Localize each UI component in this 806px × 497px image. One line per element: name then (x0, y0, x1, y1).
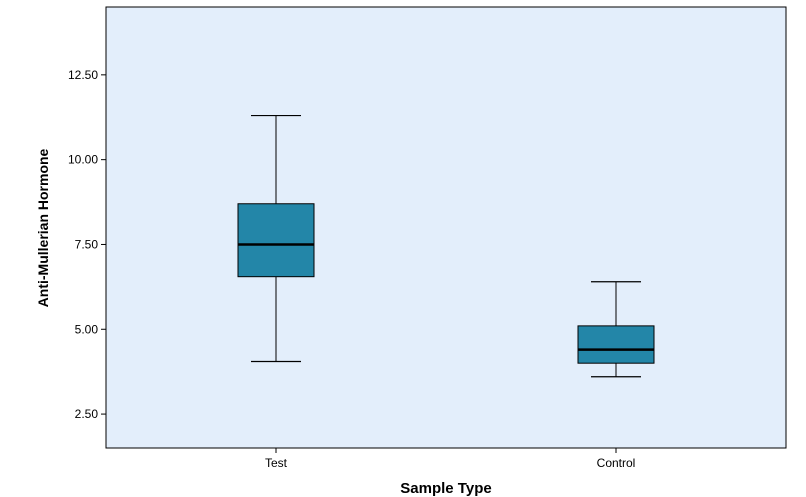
plot-area (105, 6, 787, 449)
y-tick-label: 12.50 (68, 68, 98, 82)
iqr-box (577, 325, 655, 364)
x-axis-title: Sample Type (400, 480, 491, 497)
iqr-box (237, 203, 315, 278)
box-test (237, 114, 315, 363)
y-tick-label: 10.00 (68, 153, 98, 167)
y-tick-label: 2.50 (75, 407, 99, 421)
box-control (577, 281, 655, 378)
boxes-layer (237, 114, 655, 378)
y-tick-label: 7.50 (75, 237, 99, 251)
x-tick-label: Control (597, 456, 636, 470)
x-tick-label: Test (265, 456, 288, 470)
x-axis: Test Control (265, 448, 635, 470)
y-tick-label: 5.00 (75, 322, 99, 336)
y-axis-title: Anti-Mullerian Hormone (35, 148, 51, 307)
y-axis: 2.50 5.00 7.50 10.00 12.50 (68, 68, 106, 421)
